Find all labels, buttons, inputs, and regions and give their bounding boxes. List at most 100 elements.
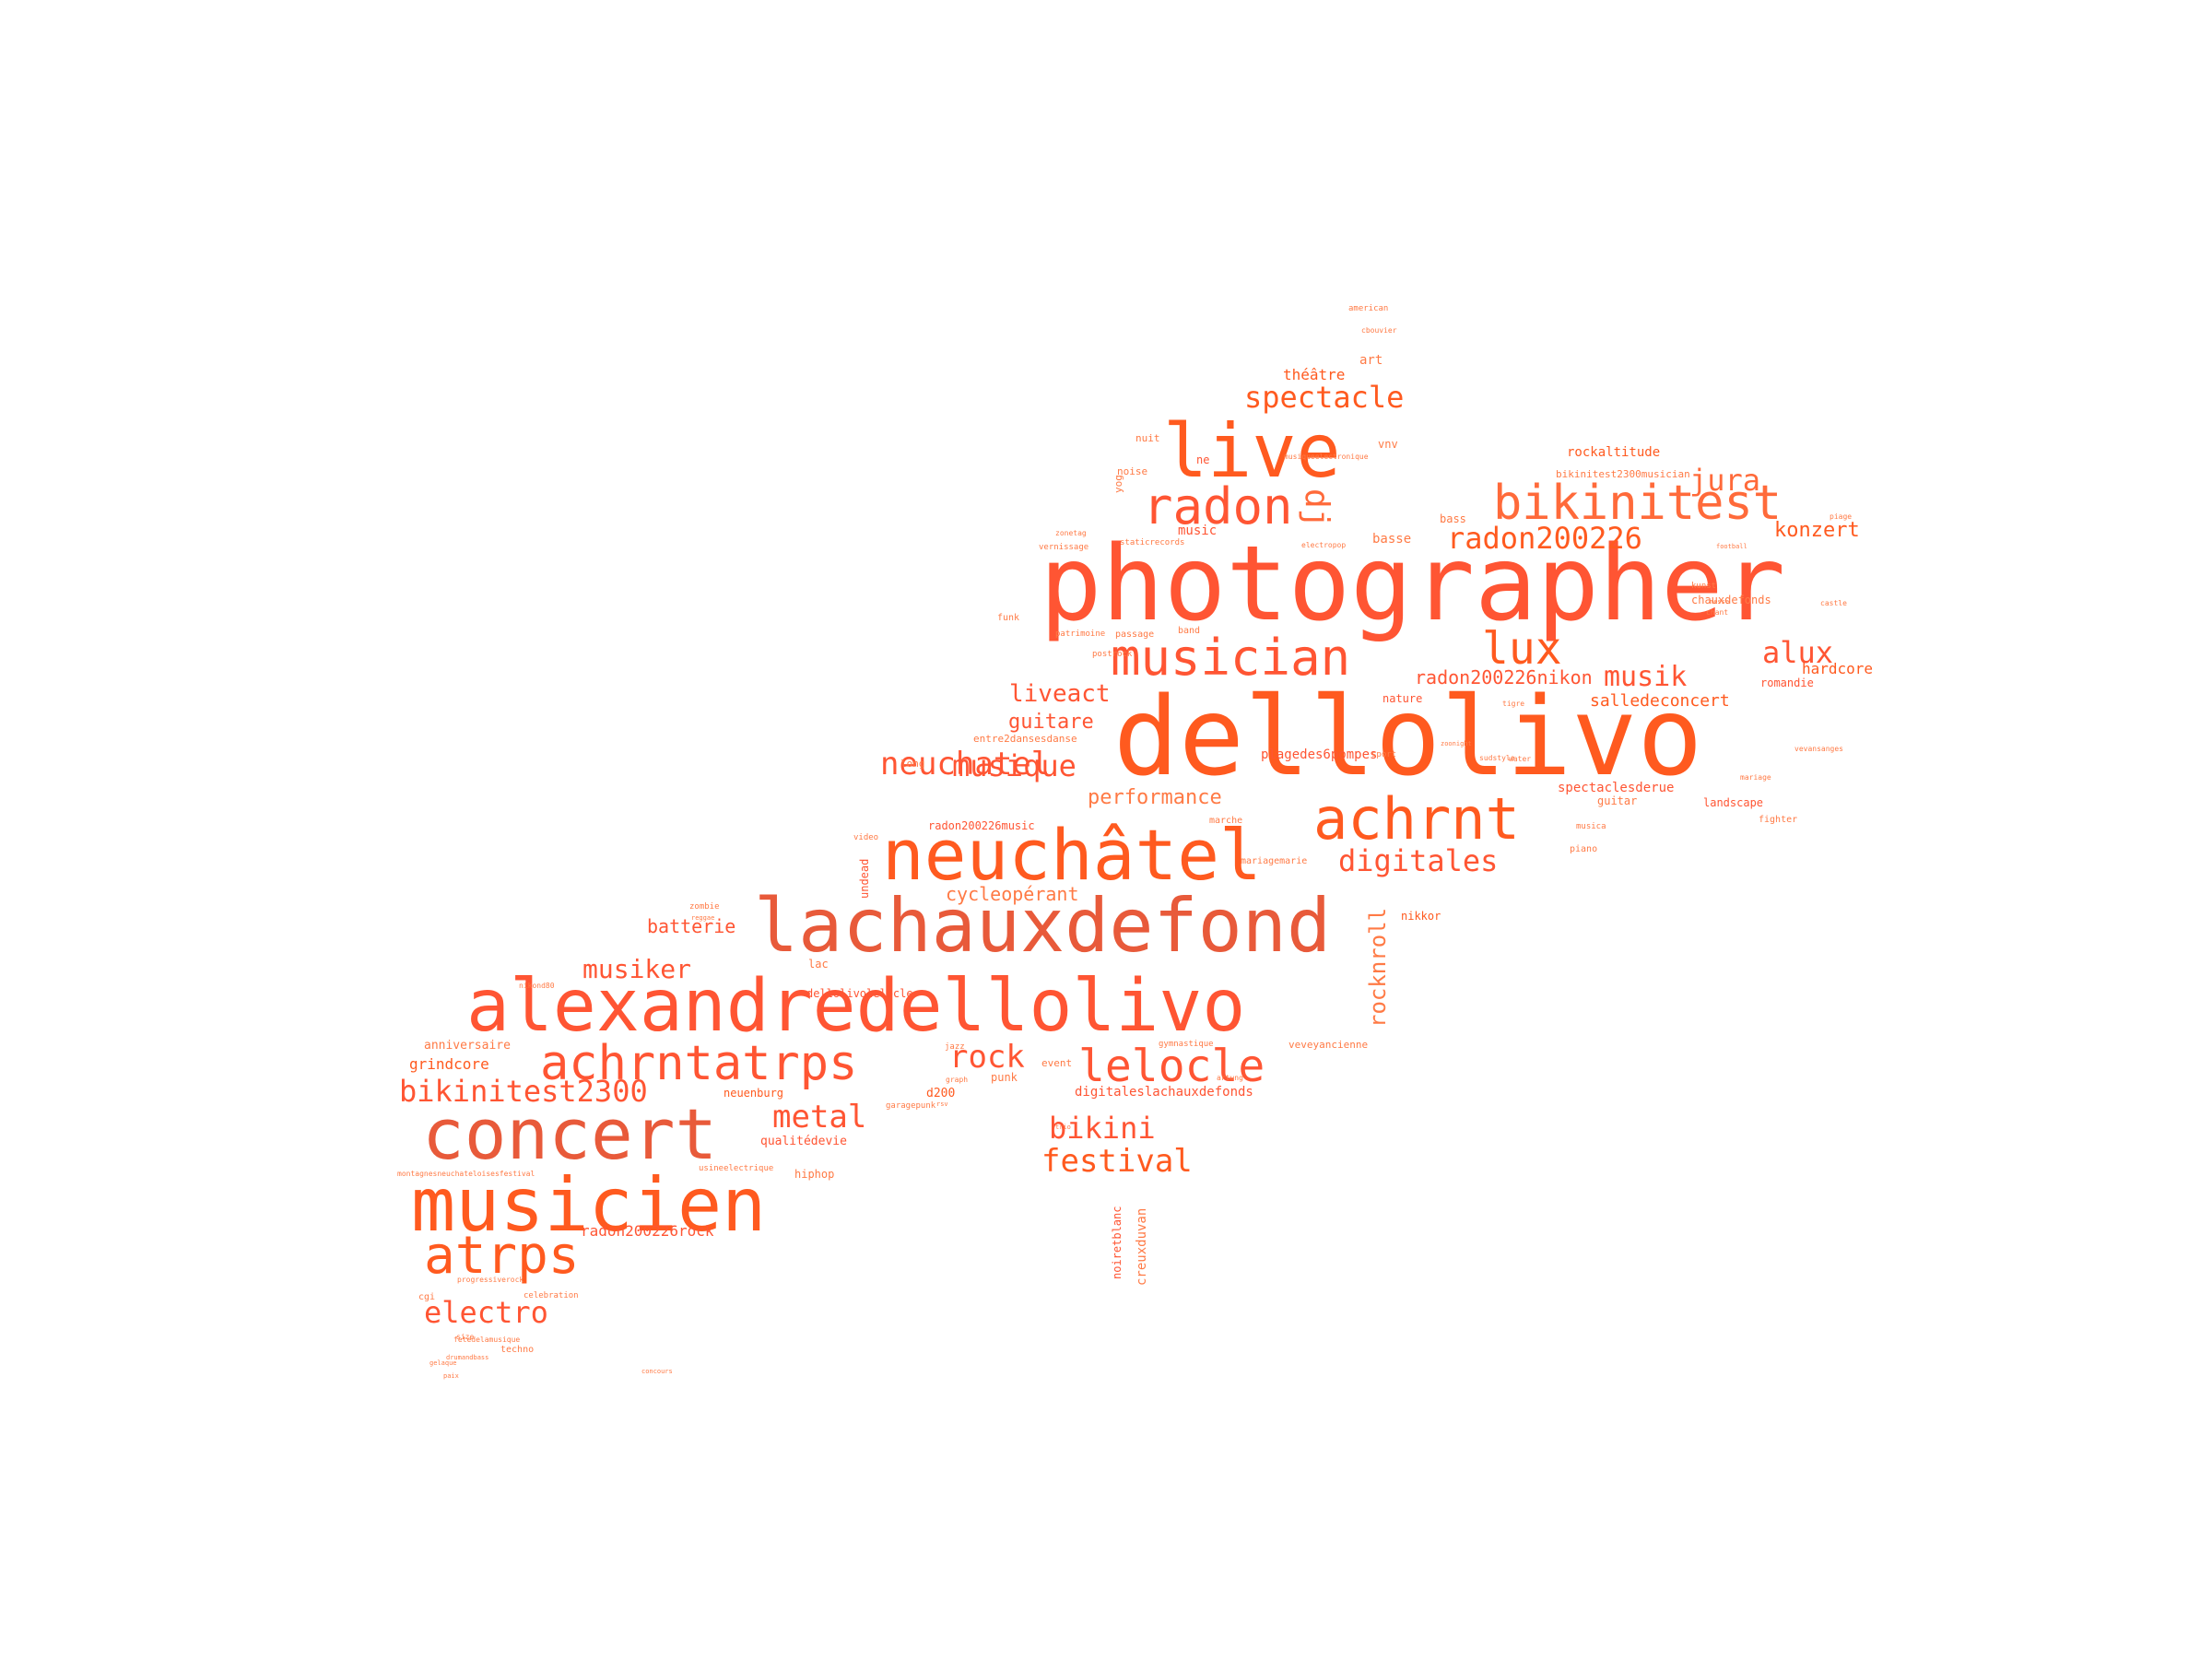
word-qualitedevie: qualitédevie xyxy=(760,1135,847,1148)
word-funk: funk xyxy=(997,613,1020,623)
word-achrntatrps: achrntatrps xyxy=(540,1036,858,1091)
word-vnv: vnv xyxy=(1378,438,1398,451)
word-bikini: bikini xyxy=(1049,1111,1156,1146)
word-rockaltitude: rockaltitude xyxy=(1567,445,1661,460)
word-sudstyle: sudstyle xyxy=(1479,754,1515,762)
word-lac: lac xyxy=(808,958,829,971)
word-sport: sport xyxy=(1371,750,1397,759)
word-bikinitest2300musician: bikinitest2300musician xyxy=(1556,468,1690,480)
word-salledeconcert: salledeconcert xyxy=(1590,691,1730,711)
word-neuchatel: neuchatel xyxy=(880,746,1051,782)
word-castle: castle xyxy=(1820,599,1847,607)
word-d200: d200 xyxy=(926,1087,956,1100)
word-zombie: zombie xyxy=(689,902,720,912)
word-trio: trio xyxy=(1055,1124,1071,1131)
word-rock: rock xyxy=(949,1039,1025,1076)
word-musica: musica xyxy=(1576,822,1606,831)
word-gelaque: gelaque xyxy=(429,1359,457,1367)
word-nikond80: nikond80 xyxy=(519,982,555,990)
word-hiphop: hiphop xyxy=(794,1168,835,1181)
word-bass: bass xyxy=(1440,512,1466,525)
word-metal: metal xyxy=(772,1099,867,1135)
word-musique: musique xyxy=(952,748,1077,783)
word-musicien: musicien xyxy=(411,1162,767,1248)
word-messe: messe xyxy=(1710,598,1730,606)
word-zonetag: zonetag xyxy=(1055,529,1087,537)
word-spectacle: spectacle xyxy=(1244,380,1405,415)
word-video: video xyxy=(853,833,879,842)
word-nikkor: nikkor xyxy=(1401,910,1441,923)
word-ne: ne xyxy=(1196,453,1210,466)
word-noise: noise xyxy=(1117,465,1148,477)
word-radon200226rock: radon200226rock xyxy=(581,1222,714,1240)
word-concours: concours xyxy=(641,1368,673,1375)
word-neuchatel-acc: neuchâtel xyxy=(882,814,1262,896)
word-nature: nature xyxy=(1382,692,1423,705)
word-musiqueelectronique: musiqueelectronique xyxy=(1284,453,1369,461)
word-usineelectrique: usineelectrique xyxy=(699,1164,774,1173)
word-reggae: reggae xyxy=(691,914,715,922)
word-garagepunk: garagepunk xyxy=(886,1101,936,1111)
word-techno: techno xyxy=(500,1345,535,1355)
word-musician: musician xyxy=(1111,629,1351,687)
word-water: water xyxy=(1509,755,1532,763)
word-musiker: musiker xyxy=(582,954,692,984)
word-tigre: tigre xyxy=(1502,700,1525,708)
word-artung: artung xyxy=(1217,1074,1243,1082)
word-basse: basse xyxy=(1372,532,1412,547)
word-marche: marche xyxy=(1209,816,1243,826)
word-atrps: atrps xyxy=(424,1226,580,1286)
word-jura: jura xyxy=(1689,463,1761,498)
word-digitaleslachauxdefonds: digitaleslachauxdefonds xyxy=(1075,1085,1253,1100)
word-fetedelamusique: fetedelamusique xyxy=(453,1335,521,1344)
word-piage: piage xyxy=(1830,512,1853,521)
word-vernissage: vernissage xyxy=(1039,543,1089,552)
word-progressiverock: progressiverock xyxy=(457,1276,524,1284)
word-undead: undead xyxy=(858,858,871,899)
word-punk: punk xyxy=(991,1071,1018,1084)
word-alux: alux xyxy=(1762,635,1834,670)
word-drumandbass: drumandbass xyxy=(446,1354,489,1361)
word-noiretblanc: noiretblanc xyxy=(1111,1206,1124,1279)
word-lux: lux xyxy=(1482,623,1562,675)
word-performance: performance xyxy=(1088,786,1222,809)
word-football: football xyxy=(1716,543,1747,550)
word-gymnastique: gymnastique xyxy=(1159,1040,1214,1049)
word-digitales: digitales xyxy=(1338,843,1499,878)
word-mariagemarie: mariagemarie xyxy=(1241,856,1308,866)
word-chant: chant xyxy=(1706,608,1729,617)
word-radon: radon xyxy=(1143,477,1293,535)
word-mariage: mariage xyxy=(1740,773,1771,782)
word-landscape: landscape xyxy=(1703,796,1764,809)
word-fighter: fighter xyxy=(1759,815,1798,825)
word-konzert: konzert xyxy=(1774,519,1860,542)
word-cbouvier: cbouvier xyxy=(1361,326,1397,335)
word-long: long xyxy=(900,758,925,770)
word-lachauxdefond: lachauxdefond xyxy=(754,883,1332,969)
word-event: event xyxy=(1041,1057,1073,1069)
word-yog: yog xyxy=(1112,475,1124,493)
word-photographer: photographer xyxy=(1040,524,1786,644)
word-lelocle: lelocle xyxy=(1078,1041,1265,1092)
word-american: american xyxy=(1348,304,1389,313)
word-zoonight: zoonight xyxy=(1441,740,1472,747)
word-radon200226: radon200226 xyxy=(1447,521,1642,556)
word-electropop: electropop xyxy=(1301,541,1347,549)
word-bikinitest2300: bikinitest2300 xyxy=(399,1074,648,1109)
word-musik: musik xyxy=(1604,661,1688,693)
word-bikinitest: bikinitest xyxy=(1493,476,1783,531)
word-vevansanges: vevansanges xyxy=(1794,745,1843,753)
word-rsv: rsv xyxy=(936,1100,948,1108)
word-jazz: jazz xyxy=(945,1042,965,1052)
word-dellolivo: dellolivo xyxy=(1113,673,1703,800)
word-alexandredellolivo: alexandredellolivo xyxy=(466,965,1246,1048)
word-montagnesneuchateloisesfestival: montagnesneuchateloisesfestival xyxy=(397,1170,535,1178)
word-veveyancienne: veveyancienne xyxy=(1288,1039,1369,1051)
word-guitare: guitare xyxy=(1008,711,1094,734)
word-romandie: romandie xyxy=(1760,677,1814,689)
word-celebration: celebration xyxy=(524,1291,579,1300)
word-patrimoine: patrimoine xyxy=(1055,629,1106,639)
word-festival: festival xyxy=(1041,1143,1193,1180)
word-liveact: liveact xyxy=(1009,680,1111,708)
